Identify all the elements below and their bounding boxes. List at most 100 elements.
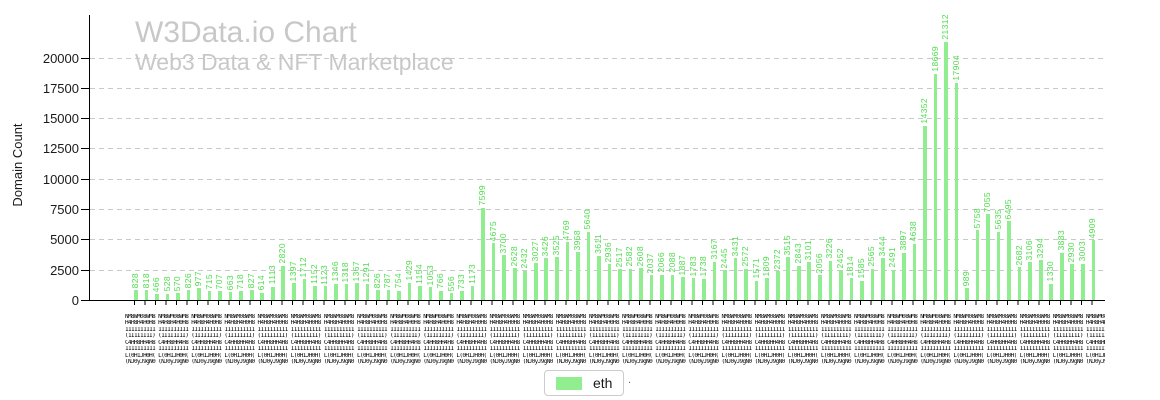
bar	[860, 280, 864, 300]
bar-value-label: 1809	[761, 255, 772, 277]
bar-value-label: 4769	[561, 219, 572, 241]
bar-value-label: 6495	[1003, 198, 1014, 220]
bar	[996, 231, 1001, 300]
bar	[1038, 260, 1043, 300]
bar	[576, 252, 580, 300]
bar-value-label: 2628	[508, 245, 519, 267]
bar	[733, 258, 738, 300]
y-tick-label: 15000	[42, 111, 79, 127]
bar-value-label: 4909	[1087, 217, 1098, 239]
bar	[691, 278, 696, 300]
bar	[386, 290, 391, 300]
bar-value-label: 2843	[792, 243, 803, 264]
bar	[839, 270, 843, 300]
legend-item-eth[interactable]: eth	[556, 375, 612, 391]
bar	[660, 274, 664, 300]
bar-value-label: 3426	[540, 235, 551, 257]
bar-value-label: 828	[130, 272, 140, 288]
bar-value-label: 3883	[1055, 230, 1066, 251]
stray-dot: .	[628, 374, 632, 386]
bar	[565, 242, 570, 300]
bar	[1028, 262, 1032, 300]
gridline	[90, 239, 1103, 241]
bar-value-label: 3294	[1034, 237, 1045, 259]
bar	[491, 243, 496, 300]
bar-value-label: 570	[172, 275, 183, 292]
y-tick-mark	[81, 87, 89, 89]
bar-value-label: 1429	[403, 260, 414, 281]
bar-value-label: 2572	[740, 246, 751, 267]
bar	[460, 291, 464, 300]
bar-value-label: 754	[393, 273, 403, 289]
bar-value-label: 3106	[1024, 239, 1035, 261]
y-tick-mark	[81, 269, 89, 271]
bar-value-label: 1571	[750, 258, 761, 279]
bar-value-label: 1123	[319, 264, 330, 285]
bar-value-label: 3003	[1076, 241, 1087, 262]
bar-value-label: 2682	[1013, 244, 1024, 266]
y-tick-label: 10000	[42, 171, 79, 187]
gridline	[90, 209, 1103, 211]
bar-value-label: 7055	[982, 191, 993, 213]
bar-value-label: 989	[961, 270, 972, 287]
y-tick-mark	[81, 209, 89, 211]
bar	[428, 287, 433, 300]
bar	[912, 243, 917, 300]
bar	[207, 291, 212, 300]
bar	[965, 288, 969, 300]
bar-value-label: 2491	[887, 247, 898, 268]
bar	[923, 125, 927, 300]
bar-value-label: 1346	[329, 261, 340, 282]
bar	[639, 268, 643, 300]
bar	[975, 230, 980, 300]
bar	[754, 280, 759, 300]
bar	[628, 268, 633, 300]
bar-value-label: 1318	[340, 261, 351, 283]
bar-value-label: 1738	[698, 256, 709, 277]
x-tick-mush-row: H4H8H4H0H8 H4H8H4H0H8 H4H8H4H0H8 H4H8H4H…	[125, 320, 1105, 327]
bar	[418, 286, 422, 300]
bar-value-label: 3167	[708, 239, 719, 260]
bar	[292, 283, 296, 300]
bar	[512, 268, 517, 300]
bar-value-label: 614	[256, 275, 267, 291]
bar	[1070, 264, 1075, 300]
bar	[796, 265, 801, 300]
bar	[533, 263, 538, 300]
bar-value-label: 1173	[466, 263, 477, 284]
bar-value-label: 2037	[645, 252, 656, 274]
bar-value-label: 2582	[624, 246, 635, 267]
bar-value-label: 1154	[414, 264, 425, 285]
bar-value-label: 2608	[634, 245, 645, 267]
bar-value-label: 3897	[897, 230, 908, 251]
bar	[586, 231, 591, 300]
bar-value-label: 5640	[582, 209, 593, 230]
bar-value-label: 3101	[803, 239, 814, 261]
bar	[134, 289, 138, 300]
y-tick-mark	[81, 57, 89, 59]
y-tick-label: 17500	[42, 80, 79, 96]
bar	[775, 271, 780, 300]
bar	[986, 214, 990, 300]
bar	[744, 268, 748, 300]
bar	[470, 285, 475, 300]
bar	[376, 290, 380, 300]
bar	[597, 256, 601, 300]
bar-value-label: 5758	[971, 207, 982, 229]
bar	[197, 288, 201, 300]
bar	[1017, 267, 1022, 300]
bar	[954, 82, 959, 300]
bar-value-label: 826	[371, 272, 382, 288]
bar-value-label: 18669	[929, 46, 940, 72]
bar-value-label: 1887	[677, 254, 688, 276]
bar-value-label: 528	[161, 276, 172, 292]
bar	[712, 261, 717, 300]
y-tick-mark	[81, 118, 89, 120]
bar	[891, 269, 896, 300]
bar	[1059, 252, 1064, 300]
bar	[849, 278, 854, 300]
gridline	[90, 269, 1103, 271]
bar-value-label: 5635	[992, 209, 1003, 230]
bar-value-label: 3027	[529, 240, 540, 262]
